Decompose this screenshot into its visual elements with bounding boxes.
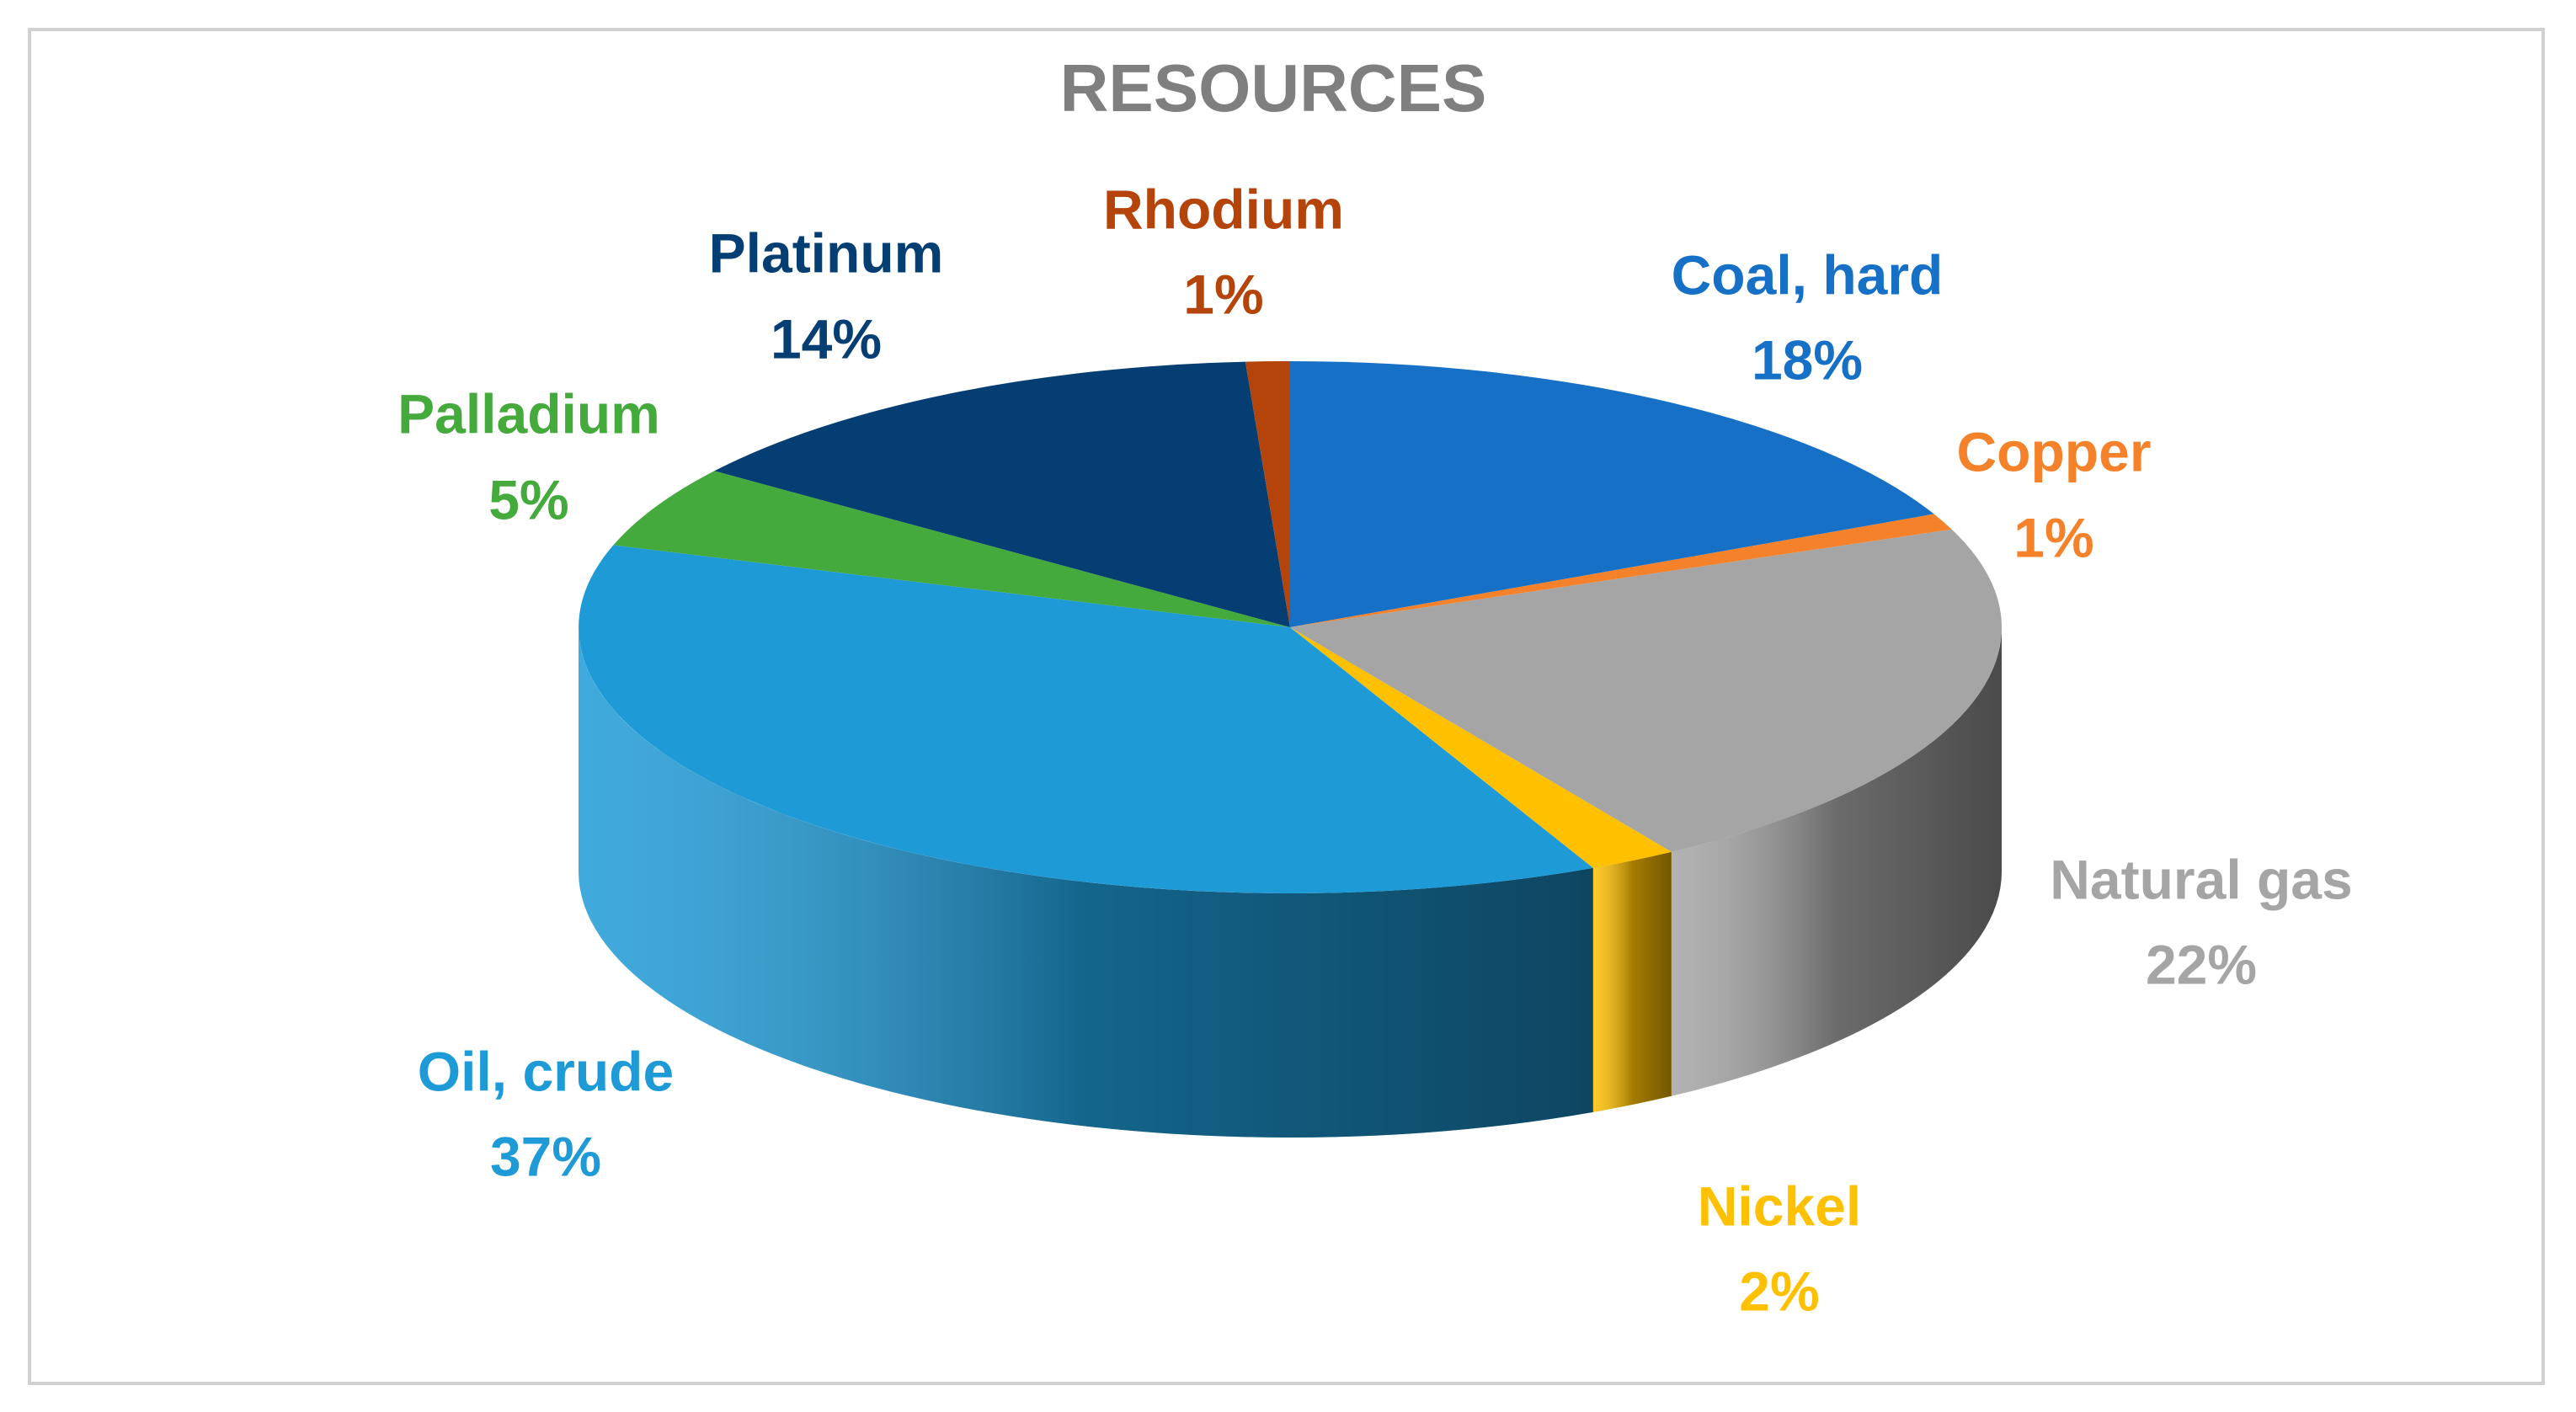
value-label: 1% [1183, 263, 1263, 325]
slice [1290, 361, 1934, 627]
slice [613, 471, 1290, 627]
value-label: 2% [1739, 1260, 1819, 1322]
slice [714, 361, 1290, 627]
value-label: 5% [488, 468, 568, 530]
category-label: Oil, crude [418, 1040, 674, 1102]
slice-side-shade [579, 627, 1593, 1138]
value-label: 37% [490, 1125, 601, 1187]
slice [1245, 360, 1290, 627]
pie-sides [579, 627, 2002, 1138]
slice [1290, 529, 2003, 852]
value-label: 22% [2146, 933, 2257, 995]
pie-tops [579, 360, 2003, 893]
value-label: 1% [2013, 506, 2093, 568]
chart-title: RESOURCES [1060, 51, 1487, 125]
slice [579, 545, 1593, 893]
category-label: Copper [1957, 420, 2152, 482]
slice [1290, 514, 1952, 627]
value-label: 18% [1752, 328, 1863, 391]
slice [1290, 627, 1672, 868]
category-label: Palladium [397, 382, 660, 445]
category-label: Natural gas [2050, 848, 2352, 910]
category-label: Rhodium [1103, 178, 1344, 240]
labels: Coal, hard 18% Copper 1% Natural gas 22% Nicke… [397, 178, 2353, 1322]
value-label: 14% [771, 307, 882, 370]
category-label: Platinum [709, 221, 944, 284]
category-label: Coal, hard [1672, 243, 1944, 306]
slice-side-shade [1671, 627, 2002, 1096]
category-label: Nickel [1698, 1175, 1861, 1237]
slice-side-shade [1592, 851, 1672, 1112]
